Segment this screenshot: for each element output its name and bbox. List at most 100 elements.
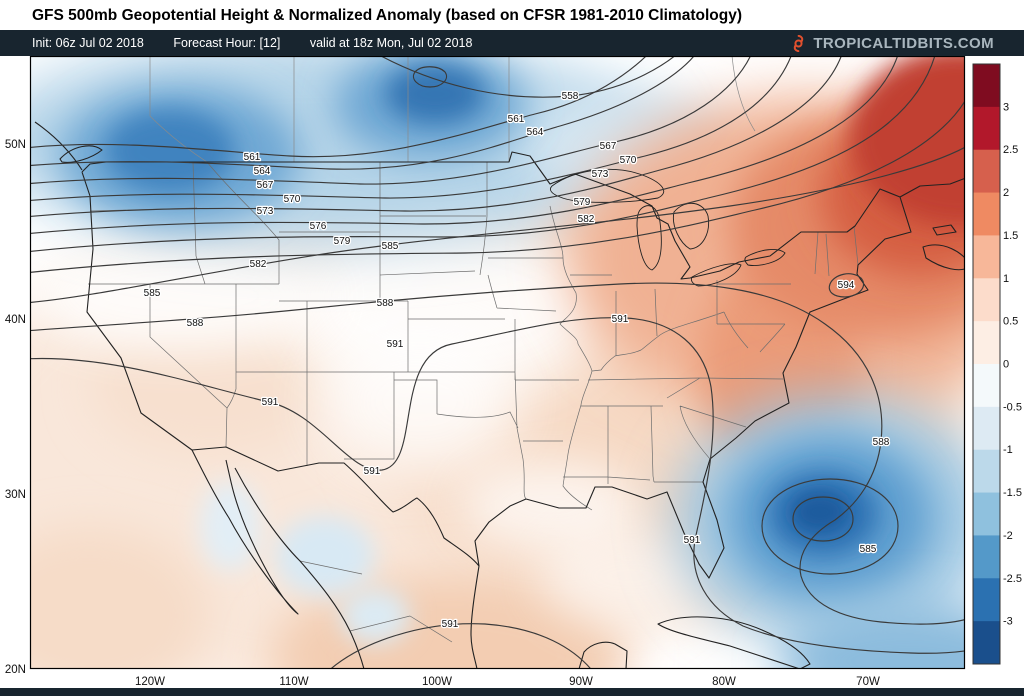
contour-label: 588 bbox=[187, 318, 204, 329]
contour-label: 585 bbox=[860, 544, 877, 555]
contour-line bbox=[30, 56, 752, 185]
colorbar-tick: 3 bbox=[1003, 101, 1009, 113]
colorbar-band bbox=[973, 535, 1000, 579]
contour-line-closed-high-594 bbox=[828, 273, 865, 298]
contour-label: 585 bbox=[382, 241, 399, 252]
lat-tick-label: 30N bbox=[5, 489, 26, 501]
contour-label-group: 5585615615645645675675705705735735765795… bbox=[142, 90, 891, 632]
contour-label: 591 bbox=[364, 466, 381, 477]
site-logo-text: TROPICALTIDBITS.COM bbox=[813, 34, 994, 52]
contour-line bbox=[30, 146, 965, 304]
chart-title: GFS 500mb Geopotential Height & Normaliz… bbox=[32, 7, 742, 24]
contour-label: 567 bbox=[600, 141, 617, 152]
contour-line bbox=[30, 317, 965, 654]
contour-label: 582 bbox=[250, 259, 267, 270]
great-lakes bbox=[549, 168, 786, 287]
lat-tick-label: 40N bbox=[5, 314, 26, 326]
colorbar-band bbox=[973, 406, 1000, 451]
contour-label: 579 bbox=[574, 197, 591, 208]
bottom-bar bbox=[0, 688, 1024, 696]
height-contours bbox=[30, 56, 965, 669]
colorbar-tick: -3 bbox=[1003, 616, 1013, 628]
contour-line-closed-low-585 bbox=[761, 478, 899, 575]
colorbar-band bbox=[973, 278, 1000, 322]
contour-label: 570 bbox=[284, 194, 301, 205]
contour-label: 561 bbox=[244, 152, 261, 163]
contour-label: 579 bbox=[334, 236, 351, 247]
colorbar-tick: 2.5 bbox=[1003, 144, 1018, 156]
contour-line-closed-small bbox=[412, 66, 448, 88]
contour-label: 561 bbox=[508, 114, 525, 125]
canada-coast bbox=[34, 121, 965, 271]
lon-tick-label: 120W bbox=[135, 676, 165, 688]
contour-label: 585 bbox=[144, 288, 161, 299]
colorbar-tick: -0.5 bbox=[1003, 401, 1022, 413]
contour-label: 564 bbox=[527, 127, 544, 138]
contour-label: 576 bbox=[310, 221, 327, 232]
contour-label: 564 bbox=[254, 166, 271, 177]
lon-tick-label: 70W bbox=[856, 676, 880, 688]
colorbar: 3 2.5 2 1.5 1 0.5 0 -0.5 -1 -1.5 -2 -2.5 -3 bbox=[972, 63, 1022, 665]
latitude-axis-labels: 50N 40N 30N 20N bbox=[5, 139, 26, 676]
colorbar-band bbox=[973, 578, 1000, 622]
hurricane-icon bbox=[794, 34, 804, 52]
colorbar-tick: -1.5 bbox=[1003, 487, 1022, 499]
lon-tick-label: 90W bbox=[569, 676, 593, 688]
contour-line bbox=[30, 99, 965, 273]
init-time: Init: 06z Jul 02 2018 bbox=[32, 36, 144, 50]
contour-label: 591 bbox=[442, 619, 459, 630]
colorbar-tick: -2.5 bbox=[1003, 573, 1022, 585]
forecast-hour: Forecast Hour: [12] bbox=[173, 36, 281, 50]
contour-label: 573 bbox=[257, 206, 274, 217]
colorbar-tick: -1 bbox=[1003, 444, 1013, 456]
contour-label: 573 bbox=[592, 169, 609, 180]
lat-tick-label: 20N bbox=[5, 664, 26, 676]
contour-line bbox=[30, 56, 842, 218]
contour-label: 591 bbox=[612, 314, 629, 325]
colorbar-tick: -2 bbox=[1003, 530, 1013, 542]
lat-tick-label: 50N bbox=[5, 139, 26, 151]
contour-line-closed-low-inner bbox=[792, 496, 854, 542]
colorbar-band bbox=[973, 64, 1000, 108]
colorbar-band bbox=[973, 106, 1000, 151]
colorbar-tick: 0.5 bbox=[1003, 316, 1018, 328]
colorbar-tick-labels: 3 2.5 2 1.5 1 0.5 0 -0.5 -1 -1.5 -2 -2.5 -3 bbox=[1003, 101, 1022, 627]
contour-label: 591 bbox=[262, 397, 279, 408]
contour-line bbox=[30, 56, 936, 252]
lon-tick-label: 80W bbox=[712, 676, 736, 688]
contour-label: 588 bbox=[873, 437, 890, 448]
map-frame bbox=[29, 56, 966, 670]
valid-time: valid at 18z Mon, Jul 02 2018 bbox=[309, 36, 473, 50]
contour-label: 591 bbox=[387, 339, 404, 350]
lon-tick-label: 110W bbox=[279, 676, 308, 688]
map-image[interactable]: 5585615615645645675675705705735735765795… bbox=[0, 56, 1024, 696]
run-info-bar: Init: 06z Jul 02 2018 Forecast Hour: [12… bbox=[0, 30, 1024, 56]
contour-line bbox=[30, 56, 792, 202]
colorbar-band bbox=[973, 492, 1000, 536]
contour-label: 582 bbox=[578, 214, 595, 225]
longitude-axis-labels: 120W 110W 100W 90W 80W 70W bbox=[135, 676, 880, 688]
lon-tick-label: 100W bbox=[422, 676, 452, 688]
colorbar-tick: 1.5 bbox=[1003, 230, 1018, 242]
contour-line bbox=[329, 623, 592, 669]
contour-label: 558 bbox=[562, 91, 579, 102]
us-outline bbox=[81, 151, 912, 579]
contour-label: 570 bbox=[620, 155, 637, 166]
colorbar-band bbox=[973, 192, 1000, 236]
colorbar-border bbox=[972, 63, 1001, 665]
contour-line bbox=[30, 56, 647, 158]
colorbar-band bbox=[973, 621, 1000, 665]
contour-label: 594 bbox=[838, 280, 855, 291]
geography bbox=[34, 56, 965, 669]
map-canvas[interactable]: 5585615615645645675675705705735735765795… bbox=[0, 56, 1024, 696]
site-logo[interactable]: TROPICALTIDBITS.COM bbox=[790, 34, 994, 52]
run-info: Init: 06z Jul 02 2018 Forecast Hour: [12… bbox=[32, 36, 498, 50]
contour-line bbox=[379, 56, 676, 98]
colorbar-band bbox=[973, 149, 1000, 194]
colorbar-band bbox=[973, 364, 1000, 408]
contour-line bbox=[30, 282, 965, 625]
contour-label: 567 bbox=[257, 180, 274, 191]
canada-province-borders bbox=[149, 56, 756, 163]
contour-label: 591 bbox=[684, 535, 701, 546]
